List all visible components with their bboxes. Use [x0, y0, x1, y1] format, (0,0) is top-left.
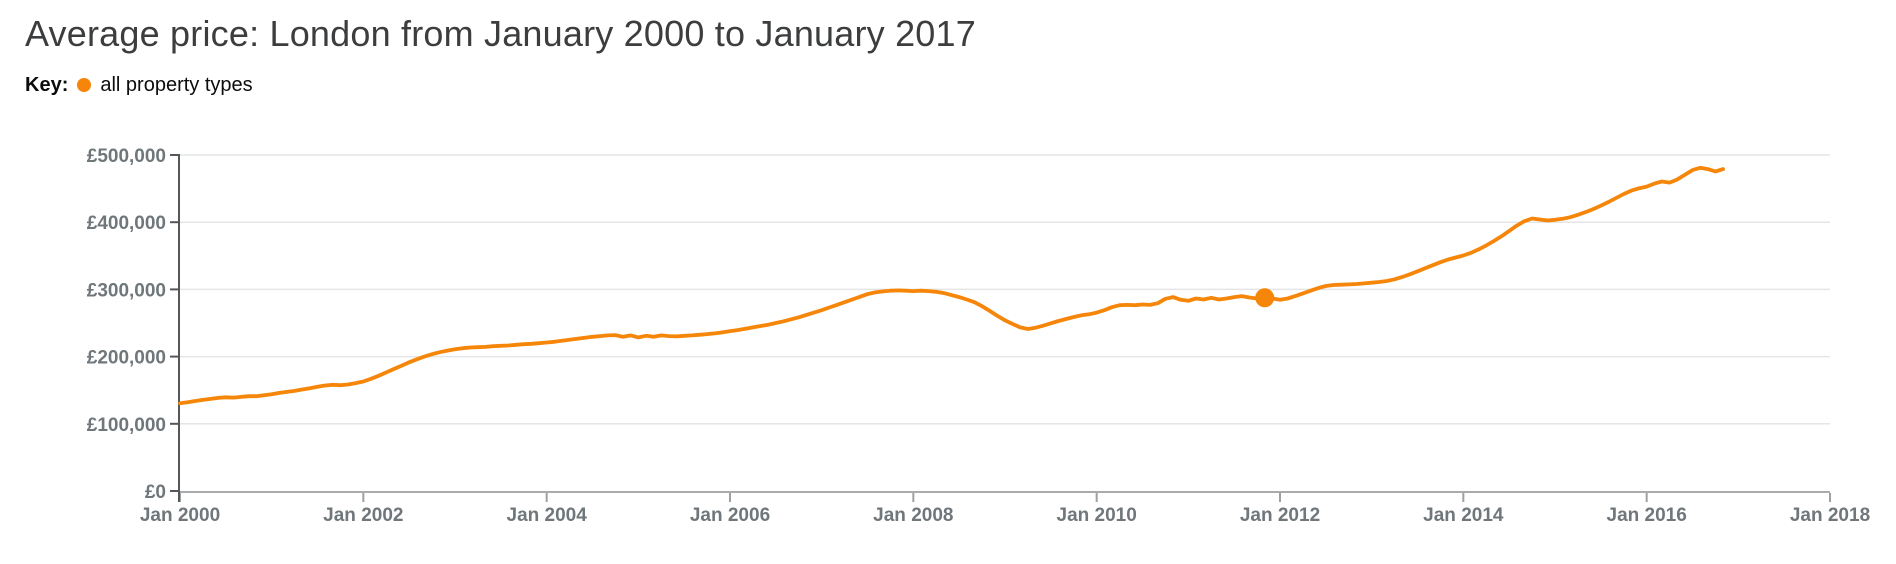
key-series-label: all property types — [100, 73, 253, 96]
y-axis-label: £300,000 — [87, 280, 166, 301]
y-axis-label: £100,000 — [87, 415, 166, 436]
x-axis-label: Jan 2002 — [323, 505, 403, 526]
series-marker-icon — [77, 78, 92, 92]
x-axis-label: Jan 2014 — [1423, 505, 1504, 526]
y-axis-label: £200,000 — [87, 348, 166, 369]
key-label: Key: — [25, 73, 69, 96]
y-axis-label: £0 — [145, 482, 166, 503]
price-series-line[interactable] — [178, 165, 1725, 406]
x-axis-label: Jan 2012 — [1240, 505, 1320, 526]
y-axis-label: £500,000 — [87, 146, 166, 167]
x-axis-label: Jan 2018 — [1790, 505, 1870, 526]
x-axis-label: Jan 2016 — [1607, 505, 1687, 526]
highlighted-point-marker[interactable] — [1255, 288, 1275, 308]
x-axis-label: Jan 2008 — [873, 505, 953, 526]
x-axis-label: Jan 2010 — [1057, 505, 1137, 526]
x-axis-label: Jan 2000 — [140, 505, 220, 526]
x-axis-label: Jan 2004 — [507, 505, 588, 526]
y-axis-label: £400,000 — [87, 213, 166, 234]
x-axis-label: Jan 2006 — [690, 505, 770, 526]
chart-key: Key: all property types — [25, 73, 253, 97]
page-title: Average price: London from January 2000 … — [25, 13, 976, 54]
